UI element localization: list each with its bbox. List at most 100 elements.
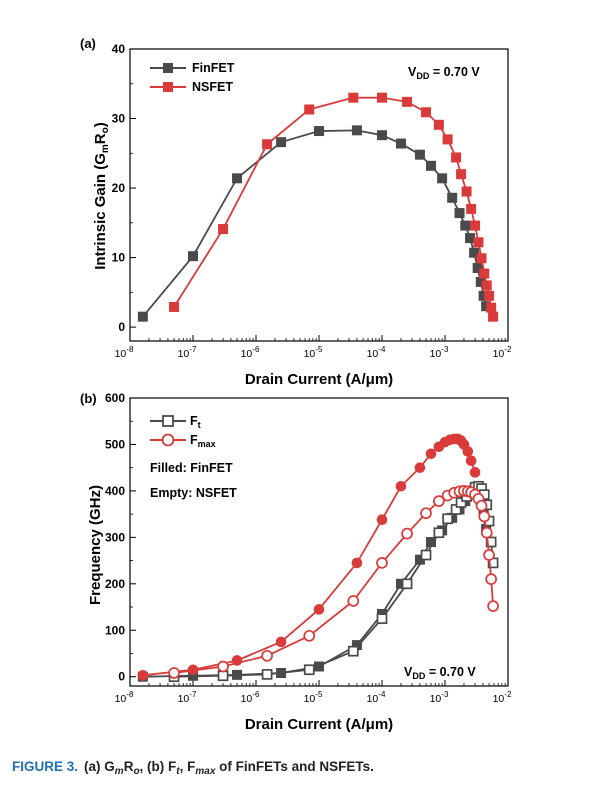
x-tick-base: 10 (115, 348, 127, 360)
panel-b-series (137, 433, 499, 683)
x-tick-label: 10-6 (241, 345, 260, 360)
data-point-b-s2-4 (347, 645, 359, 657)
legend-ft-marker (162, 415, 174, 427)
data-point-b-s1-8 (414, 462, 426, 473)
data-point-b-s1-9 (425, 448, 437, 460)
data-point-b-s0-5 (351, 640, 362, 651)
data-point-a-s1-13 (466, 203, 477, 214)
note-empty-nsfet: Empty: NSFET (150, 486, 237, 500)
data-point-a-s1-12 (461, 186, 472, 197)
x-tick-exp: -7 (189, 345, 197, 354)
x-tick-label: 10-2 (493, 690, 512, 705)
note-filled-finfet: Filled: FinFET (150, 461, 233, 475)
data-point-a-s1-17 (479, 268, 490, 279)
x-tick-exp: -8 (126, 690, 134, 699)
x-tick-exp: -7 (189, 690, 197, 699)
data-point-b-s2-8 (433, 527, 445, 539)
series-line-a-0 (142, 129, 488, 318)
data-point-a-s1-19 (484, 290, 495, 301)
y-tick-label: 0 (118, 320, 125, 334)
data-point-a-s1-18 (481, 280, 492, 291)
legend-nsfet-marker (163, 82, 173, 92)
data-point-a-s0-6 (377, 130, 387, 141)
data-point-a-s0-4 (314, 126, 324, 137)
x-tick-exp: -4 (378, 345, 386, 354)
data-point-a-s1-15 (473, 237, 484, 248)
panel-b-frequency-chart: (b) 10-8 10-7 10-6 10-5 10-4 10-3 10-201002003… (80, 391, 512, 733)
y-tick-label: 500 (105, 437, 125, 451)
panel-a-label: (a) (80, 36, 96, 51)
x-tick-label: 10-7 (178, 690, 197, 705)
x-tick-label: 10-3 (430, 690, 449, 705)
series-line-a-1 (173, 96, 494, 317)
data-point-b-s1-19 (469, 467, 481, 478)
panel-b-vdd-annotation: VDD = 0.70 V (404, 665, 476, 681)
figure-caption: FIGURE 3. (a) GmRo, (b) Ft, Fmax of FinFE… (12, 759, 374, 777)
x-tick-base: 10 (430, 693, 442, 705)
data-point-b-s3-8 (433, 495, 445, 507)
data-point-a-s1-1 (218, 224, 229, 235)
data-point-a-s0-8 (414, 149, 425, 160)
x-tick-label: 10-2 (493, 345, 512, 360)
x-tick-exp: -2 (504, 345, 512, 354)
legend-fmax-marker (161, 433, 175, 447)
data-point-a-s1-0 (169, 301, 180, 312)
data-point-b-s2-1 (217, 670, 229, 682)
series-line-b-0 (142, 490, 488, 678)
x-tick-exp: -6 (252, 345, 260, 354)
data-point-b-s2-3 (303, 664, 315, 676)
data-point-b-s3-22 (487, 600, 499, 612)
y-tick-label: 10 (112, 251, 126, 265)
data-point-a-s1-11 (456, 169, 467, 180)
x-tick-label: 10-8 (115, 345, 134, 360)
data-point-a-s0-17 (475, 276, 486, 287)
x-tick-exp: -3 (441, 345, 449, 354)
panel-a-series (137, 92, 499, 322)
data-point-a-s0-13 (460, 220, 471, 231)
x-tick-label: 10-5 (304, 690, 323, 705)
panel-b-ticks: 10-8 10-7 10-6 10-5 10-4 10-3 10-2010020030040… (105, 391, 512, 705)
y-tick-label: 300 (105, 530, 125, 544)
data-point-a-s1-16 (476, 253, 487, 264)
x-tick-label: 10-7 (178, 345, 197, 360)
data-point-b-s1-4 (313, 604, 325, 615)
x-tick-base: 10 (178, 348, 190, 360)
data-point-a-s0-10 (437, 173, 448, 184)
data-point-b-s1-3 (275, 636, 287, 648)
data-point-b-s0-7 (395, 578, 406, 589)
y-tick-label: 100 (105, 623, 125, 637)
x-tick-label: 10-3 (430, 345, 449, 360)
data-point-b-s2-11 (455, 497, 467, 508)
x-tick-base: 10 (367, 693, 379, 705)
data-point-a-s1-9 (442, 134, 453, 145)
x-tick-base: 10 (430, 348, 442, 360)
data-point-b-s3-19 (480, 526, 493, 539)
data-point-a-s0-14 (465, 233, 476, 244)
panel-a-legend: FinFET NSFET (150, 61, 235, 94)
data-point-b-s2-6 (401, 578, 413, 590)
data-point-b-s3-17 (475, 499, 488, 512)
x-tick-exp: -3 (441, 690, 449, 699)
y-tick-label: 0 (118, 670, 125, 684)
x-tick-label: 10-4 (367, 345, 386, 360)
x-tick-exp: -6 (252, 690, 260, 699)
legend-fmax-label: Fmax (190, 433, 216, 449)
x-tick-base: 10 (178, 693, 190, 705)
data-point-b-s2-7 (420, 549, 432, 561)
data-point-b-s3-5 (376, 557, 388, 569)
y-tick-label: 400 (105, 484, 125, 498)
data-point-a-s1-8 (433, 119, 444, 130)
x-tick-exp: -5 (315, 690, 323, 699)
data-point-b-s2-9 (442, 513, 453, 525)
data-point-b-s2-2 (261, 669, 273, 680)
data-point-b-s3-18 (478, 510, 491, 523)
data-point-a-s1-21 (488, 311, 499, 322)
data-point-b-s3-1 (217, 660, 229, 673)
panel-b-y-axis-title: Frequency (GHz) (87, 485, 104, 605)
data-point-b-s1-17 (462, 446, 474, 457)
x-tick-label: 10-5 (304, 345, 323, 360)
x-tick-exp: -8 (126, 345, 134, 354)
legend-ft-label: Ft (190, 414, 201, 430)
